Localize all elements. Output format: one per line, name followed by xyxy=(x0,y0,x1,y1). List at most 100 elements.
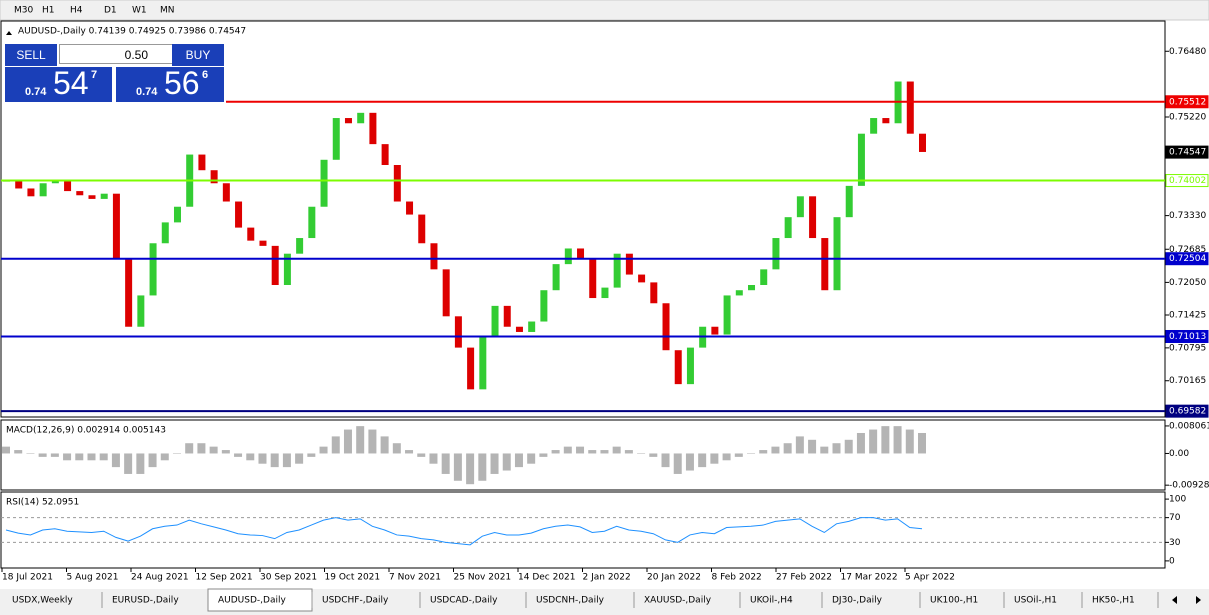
candle xyxy=(112,193,120,259)
macd-bar xyxy=(820,446,829,454)
sell-button[interactable]: SELL xyxy=(5,44,57,66)
price-label-box xyxy=(1165,145,1209,159)
macd-bar xyxy=(87,453,96,461)
candle xyxy=(515,326,523,332)
timeframe-button[interactable]: H1 xyxy=(42,6,55,16)
x-tick-label: 14 Dec 2021 xyxy=(518,573,576,583)
price-label: 0.75512 xyxy=(1169,97,1206,107)
tab[interactable]: USDCAD-,Daily xyxy=(430,596,498,606)
macd-bar xyxy=(551,450,560,454)
tab[interactable]: AUDUSD-,Daily xyxy=(218,596,286,606)
candle xyxy=(577,248,585,259)
candle xyxy=(76,191,84,196)
macd-bar xyxy=(637,453,646,454)
macd-bar xyxy=(759,450,768,454)
price-label: 0.69582 xyxy=(1169,407,1206,417)
macd-bar xyxy=(722,453,731,461)
x-tick-label: 27 Feb 2022 xyxy=(776,573,832,583)
price-label: 0.72504 xyxy=(1169,254,1206,264)
candle xyxy=(589,258,597,299)
tab[interactable]: EURUSD-,Daily xyxy=(112,596,179,606)
timeframe-button[interactable]: MN xyxy=(160,6,175,16)
candle xyxy=(845,185,853,218)
y-tick-label: 0.70795 xyxy=(1169,343,1206,353)
tab[interactable]: USOil-,H1 xyxy=(1014,596,1057,606)
price-label-box xyxy=(1165,95,1209,109)
candle xyxy=(100,193,108,199)
tab[interactable]: XAUUSD-,Daily xyxy=(644,596,712,606)
tab[interactable]: DJ30-,Daily xyxy=(832,596,883,606)
candle xyxy=(601,287,609,299)
macd-bar xyxy=(673,453,682,474)
bid-price[interactable]: 0.74 54 7 xyxy=(5,65,112,102)
candle xyxy=(552,264,560,291)
toolbar xyxy=(0,0,1209,21)
tab[interactable]: USDX,Weekly xyxy=(12,596,73,606)
x-tick-label: 5 Apr 2022 xyxy=(905,573,955,583)
candle xyxy=(919,133,926,152)
tab[interactable]: USDCHF-,Daily xyxy=(322,596,389,606)
macd-bar xyxy=(124,453,133,474)
macd-bar xyxy=(588,450,597,454)
tab[interactable]: UKOil-,H4 xyxy=(750,596,793,606)
candle xyxy=(27,188,35,197)
price-label: 0.74547 xyxy=(1169,148,1206,158)
candle xyxy=(650,282,658,304)
y-tick-label: 0.75220 xyxy=(1169,113,1206,123)
macd-bar xyxy=(197,443,206,454)
macd-bar xyxy=(246,453,255,461)
macd-bar xyxy=(563,446,572,454)
timeframe-button[interactable]: H4 xyxy=(70,6,83,16)
tab[interactable]: HK50-,H1 xyxy=(1092,596,1135,606)
bid-pip: 7 xyxy=(91,69,98,81)
candle xyxy=(625,253,633,275)
candle xyxy=(247,227,255,241)
ask-price[interactable]: 0.74 56 6 xyxy=(116,65,224,102)
macd-bar xyxy=(466,453,475,485)
macd-bar xyxy=(136,453,145,474)
y-tick-label: 0 xyxy=(1169,556,1175,566)
macd-bar xyxy=(832,443,841,454)
macd-bar xyxy=(661,453,670,468)
macd-bar xyxy=(26,453,35,454)
trade-panel: SELL 0.50 BUY 0.74 54 7 0.74 56 6 xyxy=(5,44,224,102)
y-tick-label: 0.008061 xyxy=(1169,421,1209,431)
buy-button[interactable]: BUY xyxy=(172,44,224,66)
timeframe-button[interactable]: W1 xyxy=(132,6,147,16)
macd-bar xyxy=(417,453,426,457)
macd-bar xyxy=(185,443,194,454)
macd-bar xyxy=(270,453,279,468)
candle xyxy=(711,326,719,335)
x-tick-label: 17 Mar 2022 xyxy=(841,573,898,583)
candle xyxy=(283,253,291,285)
macd-bar xyxy=(343,429,352,454)
macd-bar xyxy=(869,429,878,454)
macd-bar xyxy=(881,426,890,454)
candle xyxy=(418,214,426,244)
candle xyxy=(173,206,181,223)
timeframe-button[interactable]: M30 xyxy=(14,6,33,16)
candle xyxy=(686,347,694,385)
panel-frame xyxy=(0,20,1166,418)
y-tick-label: 100 xyxy=(1169,495,1186,505)
lots-input[interactable]: 0.50 xyxy=(59,44,173,64)
candle xyxy=(332,118,340,160)
candle xyxy=(88,195,96,199)
candle xyxy=(796,196,804,218)
macd-bar xyxy=(392,443,401,454)
panel-title: MACD(12,26,9) 0.002914 0.005143 xyxy=(6,426,166,436)
macd-bar xyxy=(893,426,902,454)
tab[interactable]: USDCNH-,Daily xyxy=(536,596,605,606)
candle xyxy=(674,350,682,385)
candle xyxy=(222,183,230,202)
macd-bar xyxy=(905,429,914,454)
y-tick-label: 0.70165 xyxy=(1169,376,1206,386)
tab[interactable]: UK100-,H1 xyxy=(930,596,978,606)
timeframe-button[interactable]: D1 xyxy=(104,6,117,16)
macd-bar xyxy=(808,439,817,454)
macd-bar xyxy=(527,453,536,464)
macd-bar xyxy=(685,453,694,471)
candle xyxy=(906,81,914,134)
candle xyxy=(748,285,756,291)
